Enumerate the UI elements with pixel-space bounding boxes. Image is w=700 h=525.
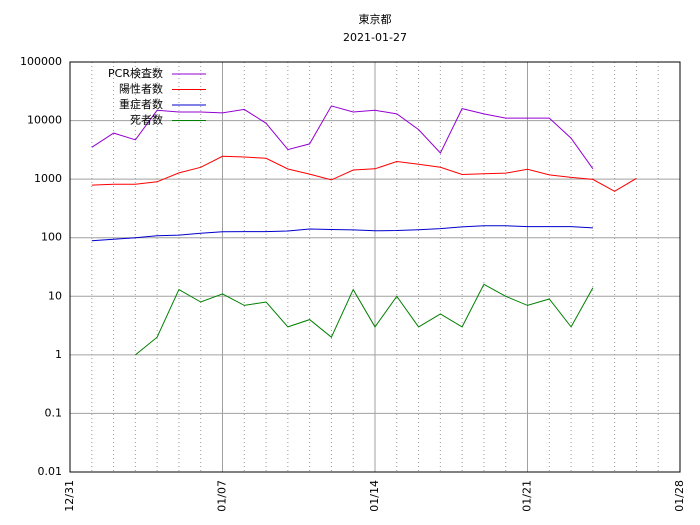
- y-tick-label: 1000: [34, 172, 62, 185]
- legend-label: 陽性者数: [119, 82, 163, 96]
- chart-title: 東京都: [359, 12, 392, 26]
- y-tick-label: 100: [41, 231, 62, 244]
- x-tick-label: 01/07: [216, 480, 229, 512]
- y-tick-label: 10000: [27, 114, 62, 127]
- legend-label: 重症者数: [119, 97, 163, 111]
- y-tick-label: 1: [55, 348, 62, 361]
- y-tick-label: 10: [48, 289, 62, 302]
- y-tick-label: 100000: [20, 55, 62, 68]
- x-tick-label: 01/21: [521, 480, 534, 512]
- x-tick-label: 01/14: [368, 480, 381, 512]
- y-tick-label: 0.1: [45, 406, 63, 419]
- y-tick-label: 0.01: [38, 465, 63, 478]
- series-line: [91, 105, 594, 170]
- chart-subtitle: 2021-01-27: [343, 31, 407, 44]
- series-line: [135, 283, 594, 356]
- x-tick-label: 12/31: [63, 480, 76, 512]
- plot-frame: [69, 61, 681, 473]
- series-line: [91, 225, 593, 242]
- x-tick-label: 01/28: [673, 480, 686, 512]
- legend-label: 死者数: [130, 114, 163, 127]
- series-line: [91, 155, 637, 192]
- legend-label: PCR検査数: [108, 66, 163, 80]
